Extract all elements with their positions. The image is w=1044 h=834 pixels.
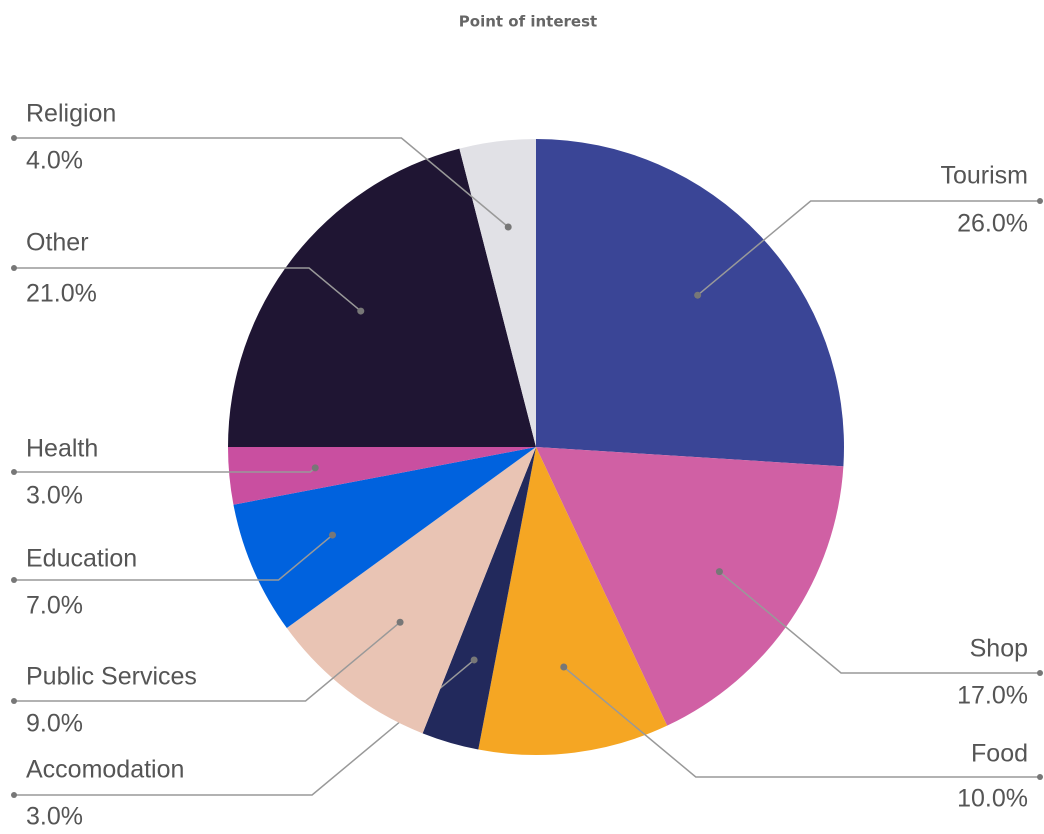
leader-line (718, 571, 1040, 674)
slice-value-label: 3.0% (26, 482, 83, 510)
slice-label: Food (971, 740, 1028, 768)
leader-line (14, 267, 362, 312)
leader-line (14, 137, 509, 228)
leader-line (697, 200, 1040, 296)
slice-value-label: 21.0% (26, 280, 97, 308)
leader-dot (11, 577, 17, 583)
slice-value-label: 26.0% (957, 210, 1028, 238)
pie-slice (286, 447, 536, 734)
pie-slice (478, 447, 668, 756)
leader-dot (311, 464, 319, 472)
leader-dot (11, 469, 17, 475)
leader-line (563, 666, 1040, 778)
pie-slice (536, 139, 844, 467)
slice-value-label: 7.0% (26, 592, 83, 620)
leader-dot (328, 531, 336, 539)
pie-slice (228, 447, 536, 505)
pie-slice (459, 139, 536, 447)
leader-dot (11, 792, 17, 798)
chart-title: Point of interest (459, 13, 597, 31)
leader-dot (694, 291, 702, 299)
leader-dot (396, 618, 404, 626)
leader-dot (11, 135, 17, 141)
slice-label: Accomodation (26, 756, 184, 784)
slice-label: Religion (26, 100, 116, 128)
pie-slice (536, 447, 844, 726)
leader-dot (357, 307, 365, 315)
leader-dot (1037, 774, 1043, 780)
leader-dot (504, 223, 512, 231)
leader-dot (715, 568, 723, 576)
leader-dot (1037, 198, 1043, 204)
leader-dot (470, 656, 478, 664)
leader-line (14, 534, 333, 581)
slice-label: Education (26, 545, 137, 573)
leader-dot (11, 698, 17, 704)
pie-slice (233, 447, 537, 629)
slice-label: Tourism (940, 162, 1028, 190)
leader-line (14, 621, 401, 702)
slice-value-label: 10.0% (957, 785, 1028, 813)
leader-dot (560, 663, 568, 671)
slice-value-label: 3.0% (26, 803, 83, 831)
slice-label: Public Services (26, 663, 197, 691)
pie-slice (422, 447, 536, 750)
slice-label: Other (26, 229, 89, 257)
slice-label: Health (26, 435, 98, 463)
leader-dot (1037, 670, 1043, 676)
leader-dot (11, 265, 17, 271)
slice-value-label: 4.0% (26, 147, 83, 175)
pie-slice (228, 148, 536, 447)
slice-value-label: 9.0% (26, 710, 83, 738)
slice-label: Shop (970, 635, 1028, 663)
slice-value-label: 17.0% (957, 682, 1028, 710)
